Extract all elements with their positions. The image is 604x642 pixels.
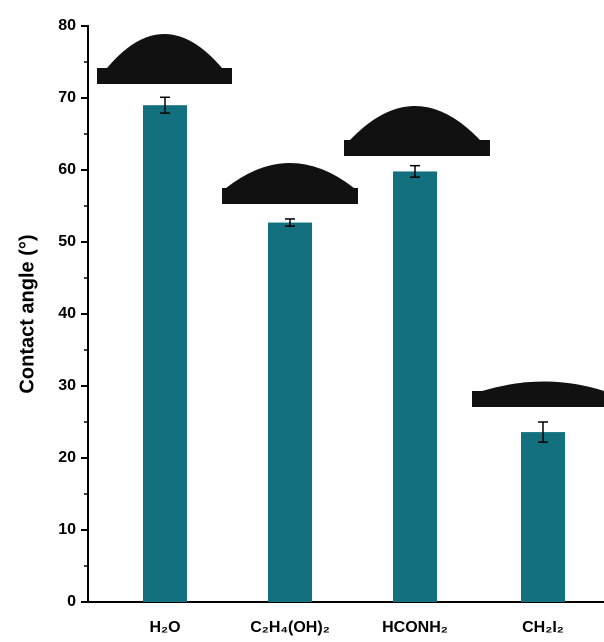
y-tick-label: 60 — [58, 161, 76, 178]
x-tick-label: C₂H₄(OH)₂ — [250, 619, 330, 636]
error-bar — [285, 218, 295, 227]
droplet — [482, 381, 604, 391]
droplet — [107, 34, 222, 68]
droplet-images — [97, 34, 604, 407]
y-tick-label: 70 — [58, 89, 76, 106]
droplet-base — [97, 68, 232, 84]
x-tick-label: HCONH₂ — [382, 619, 448, 636]
droplet-base — [472, 391, 604, 407]
y-tick-label: 40 — [58, 305, 76, 322]
droplet — [350, 106, 480, 140]
error-bar — [160, 96, 170, 114]
x-tick-label: H₂O — [149, 619, 180, 636]
error-bar — [410, 164, 420, 178]
bar — [393, 171, 437, 602]
y-tick-label: 30 — [58, 377, 76, 394]
y-tick-label: 80 — [58, 17, 76, 34]
y-axis-label: Contact angle (°) — [16, 234, 38, 393]
y-tick-label: 20 — [58, 449, 76, 466]
droplet-base — [222, 188, 358, 204]
bar — [521, 432, 565, 602]
y-tick-label: 10 — [58, 521, 76, 538]
droplet — [226, 163, 354, 188]
bar — [268, 222, 312, 602]
y-tick-label: 0 — [67, 593, 76, 610]
x-tick-label: CH₂I₂ — [522, 619, 564, 636]
droplet-base — [344, 140, 490, 156]
error-bar — [538, 421, 548, 443]
y-tick-label: 50 — [58, 233, 76, 250]
bar — [143, 105, 187, 602]
